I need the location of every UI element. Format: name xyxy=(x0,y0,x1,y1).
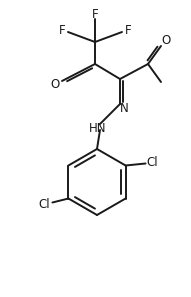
Text: Cl: Cl xyxy=(147,156,158,169)
Text: F: F xyxy=(92,7,98,20)
Text: Cl: Cl xyxy=(39,198,50,211)
Text: F: F xyxy=(125,23,131,37)
Text: F: F xyxy=(59,23,65,37)
Text: O: O xyxy=(50,78,60,91)
Text: HN: HN xyxy=(89,121,107,135)
Text: O: O xyxy=(161,34,171,48)
Text: N: N xyxy=(120,102,128,115)
